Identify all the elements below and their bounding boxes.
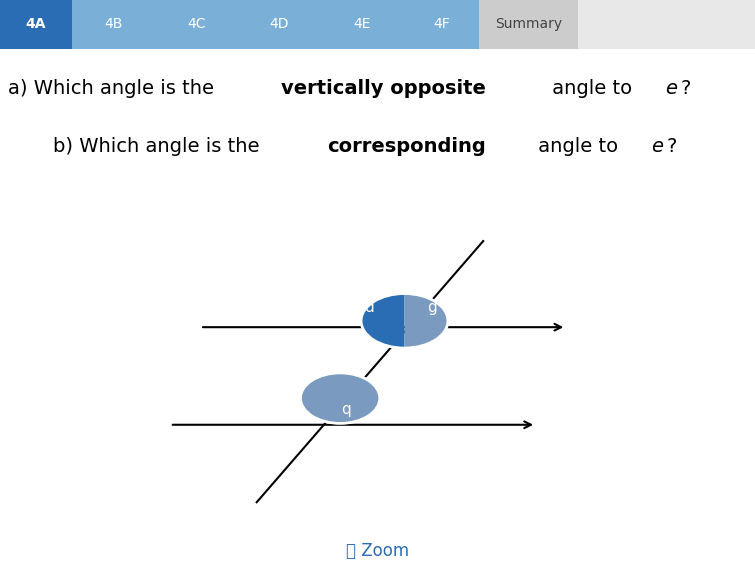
Bar bbox=[321, 0, 404, 49]
Text: corresponding: corresponding bbox=[328, 137, 486, 156]
Bar bbox=[155, 0, 238, 49]
Text: 4A: 4A bbox=[26, 17, 46, 32]
Text: angle to: angle to bbox=[546, 79, 638, 99]
Bar bbox=[72, 0, 155, 49]
Text: e: e bbox=[665, 79, 677, 99]
Text: ?: ? bbox=[667, 137, 677, 156]
Text: n: n bbox=[284, 439, 293, 453]
Text: a) Which angle is the: a) Which angle is the bbox=[8, 79, 220, 99]
Bar bbox=[238, 0, 321, 49]
Text: 4B: 4B bbox=[104, 17, 122, 32]
Bar bbox=[0, 0, 72, 49]
Text: e: e bbox=[364, 339, 374, 355]
Text: g: g bbox=[427, 300, 436, 315]
Text: vertically opposite: vertically opposite bbox=[282, 79, 486, 99]
Text: q: q bbox=[341, 402, 350, 417]
Bar bbox=[479, 0, 578, 49]
PathPatch shape bbox=[405, 293, 448, 348]
Text: m: m bbox=[281, 402, 296, 417]
Text: e: e bbox=[652, 137, 664, 156]
Text: ?: ? bbox=[680, 79, 691, 99]
Text: 4F: 4F bbox=[433, 17, 450, 32]
Text: angle to: angle to bbox=[532, 137, 624, 156]
Ellipse shape bbox=[300, 373, 380, 424]
PathPatch shape bbox=[361, 293, 405, 348]
Text: 4E: 4E bbox=[353, 17, 371, 32]
Text: d: d bbox=[364, 300, 374, 315]
Text: 4D: 4D bbox=[270, 17, 289, 32]
Text: f: f bbox=[429, 339, 434, 355]
Text: ⌕ Zoom: ⌕ Zoom bbox=[346, 542, 409, 560]
Bar bbox=[404, 0, 479, 49]
Text: 4C: 4C bbox=[187, 17, 205, 32]
Text: Summary: Summary bbox=[495, 17, 562, 32]
Text: b) Which angle is the: b) Which angle is the bbox=[53, 137, 266, 156]
Text: p: p bbox=[341, 439, 350, 453]
